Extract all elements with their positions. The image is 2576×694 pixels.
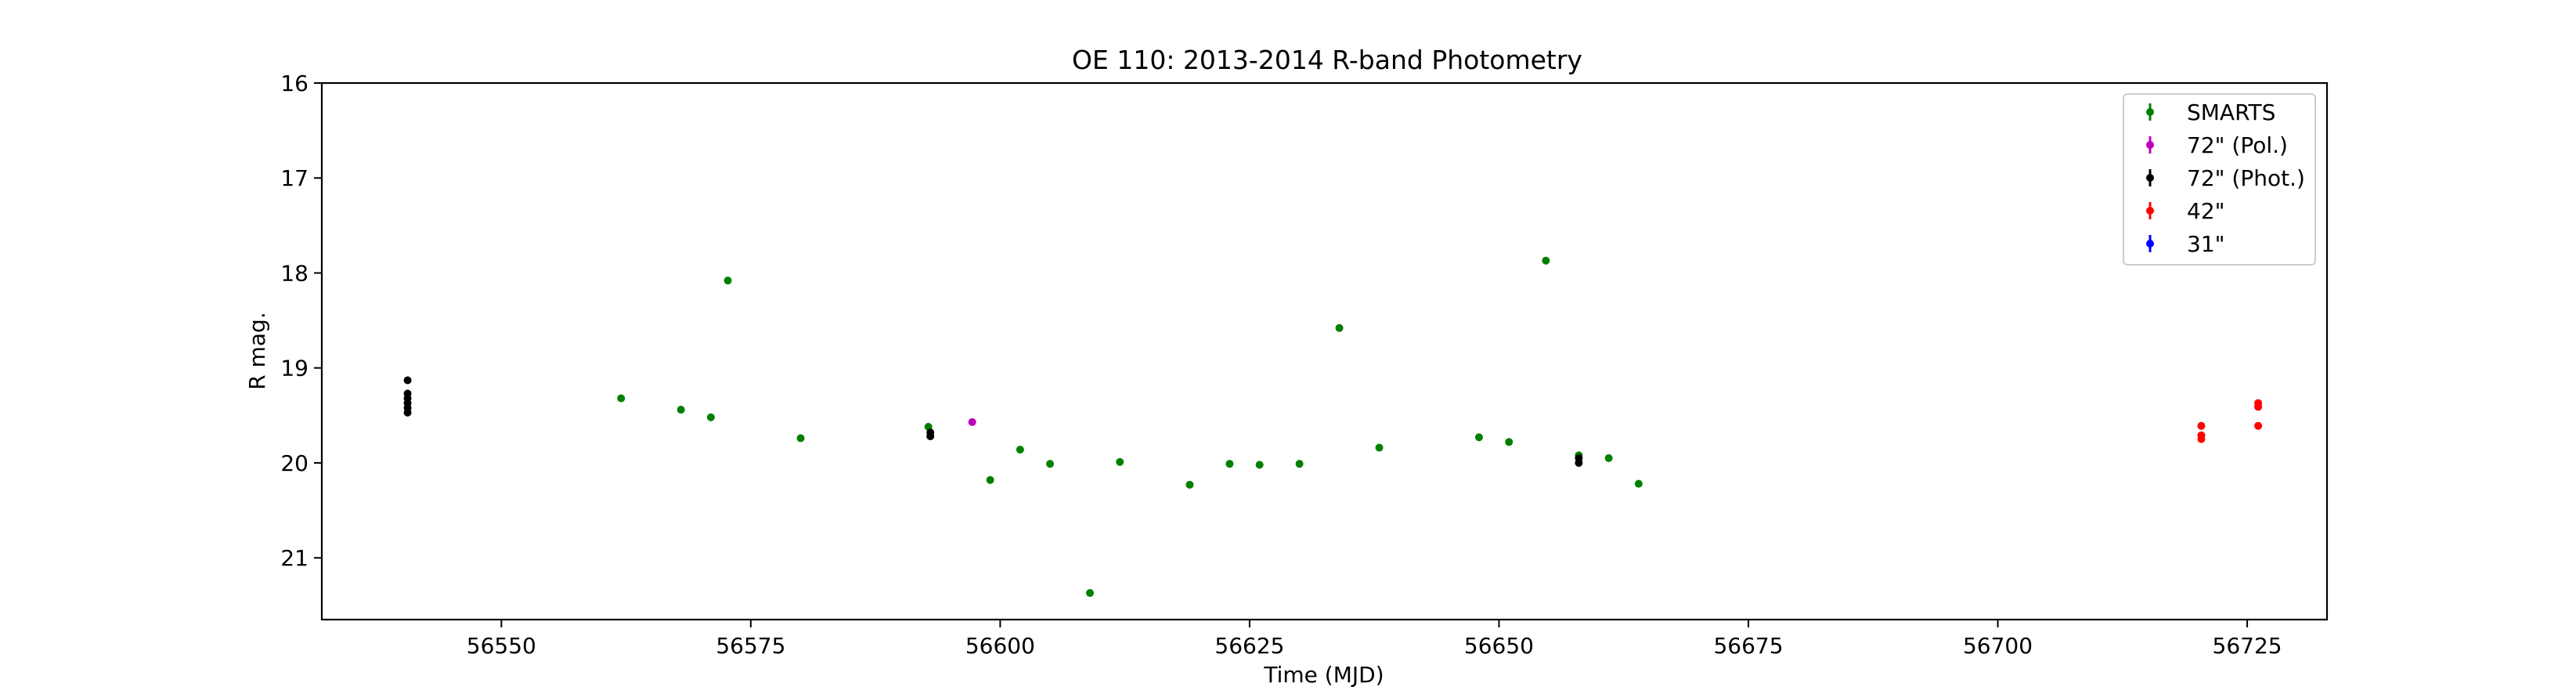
- y-tick-label: 16: [280, 70, 308, 96]
- x-tick-label: 56650: [1464, 633, 1534, 659]
- legend-entry: 42": [2187, 198, 2225, 224]
- data-point: [1604, 454, 1613, 462]
- data-point: [723, 277, 732, 285]
- y-tick-label: 20: [280, 450, 308, 476]
- legend-marker: [2146, 141, 2154, 149]
- data-point: [2197, 421, 2206, 430]
- y-axis-label: R mag.: [244, 312, 270, 389]
- y-tick-label: 21: [280, 545, 308, 571]
- data-point: [706, 413, 715, 421]
- y-axis: 16 17 18 19 20 21: [280, 70, 322, 571]
- data-point: [1474, 433, 1483, 442]
- data-point: [617, 394, 626, 403]
- data-point: [1335, 324, 1344, 332]
- data-point: [1575, 458, 1583, 467]
- data-point: [1375, 443, 1384, 452]
- x-tick-label: 56700: [1963, 633, 2033, 659]
- data-point: [1255, 461, 1264, 469]
- legend-entry: 31": [2187, 231, 2225, 257]
- legend-entry: SMARTS: [2187, 99, 2275, 125]
- data-point: [1225, 460, 1234, 468]
- x-tick-label: 56575: [716, 633, 785, 659]
- x-tick-label: 56550: [467, 633, 536, 659]
- legend-entry: 72" (Pol.): [2187, 132, 2288, 158]
- legend-marker: [2146, 174, 2154, 182]
- legend-entry: 72" (Phot.): [2187, 165, 2305, 191]
- y-tick-label: 18: [280, 260, 308, 286]
- data-point: [1086, 589, 1095, 598]
- chart-title: OE 110: 2013-2014 R-band Photometry: [1072, 45, 1582, 75]
- legend-marker: [2146, 207, 2154, 215]
- legend: SMARTS 72" (Pol.) 72" (Phot.) 42" 31": [2123, 93, 2316, 266]
- x-tick-label: 56675: [1713, 633, 1783, 659]
- data-point: [403, 376, 412, 385]
- data-point: [1016, 445, 1024, 454]
- y-tick-label: 17: [280, 165, 308, 191]
- x-tick-label: 56600: [965, 633, 1035, 659]
- data-point: [1046, 460, 1055, 468]
- y-tick-label: 19: [280, 356, 308, 381]
- legend-marker: [2146, 240, 2154, 248]
- data-point: [676, 406, 685, 414]
- x-tick-label: 56725: [2213, 633, 2282, 659]
- x-tick-label: 56625: [1214, 633, 1284, 659]
- data-point: [1505, 438, 1513, 446]
- plot-frame: [320, 81, 2329, 621]
- data-point: [1542, 256, 1550, 265]
- x-axis: 56550 56575 56600 56625 56650 56675 56700 56725: [467, 620, 2282, 659]
- data-point: [926, 432, 935, 441]
- data-point: [1185, 480, 1194, 489]
- data-points: [403, 256, 2263, 598]
- legend-marker: [2146, 108, 2154, 116]
- data-point: [1634, 479, 1643, 488]
- data-point: [796, 434, 805, 443]
- data-point: [2197, 435, 2206, 443]
- x-axis-label: Time (MJD): [1263, 662, 1384, 688]
- data-point: [2254, 403, 2263, 411]
- data-point: [1116, 457, 1124, 466]
- data-point: [986, 475, 994, 484]
- data-point: [403, 408, 412, 417]
- data-point: [2254, 421, 2263, 430]
- data-point: [1295, 460, 1304, 468]
- data-point: [968, 417, 976, 426]
- legend-box: [2123, 93, 2316, 266]
